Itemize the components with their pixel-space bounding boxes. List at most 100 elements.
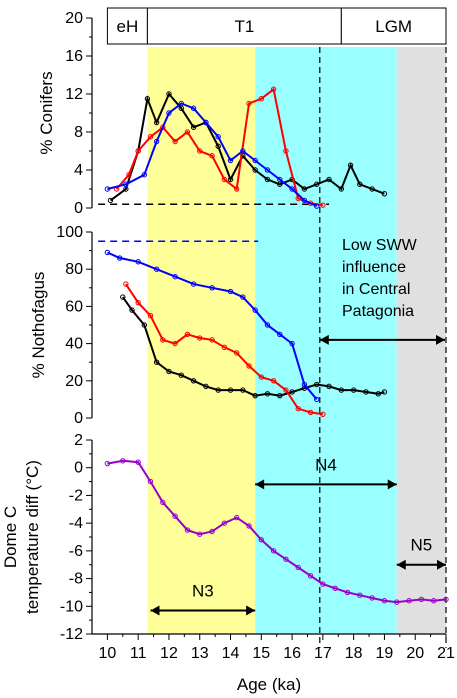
data-point bbox=[320, 202, 326, 208]
data-point bbox=[314, 181, 320, 187]
data-point bbox=[147, 313, 154, 319]
x-tick-label: 21 bbox=[437, 645, 455, 662]
y-tick-label: -10 bbox=[60, 598, 83, 615]
data-point bbox=[283, 148, 289, 154]
range-arrow-head bbox=[437, 559, 446, 570]
data-point bbox=[295, 195, 301, 202]
data-point bbox=[295, 564, 301, 571]
data-point bbox=[215, 143, 221, 149]
data-point bbox=[314, 381, 320, 388]
data-point bbox=[184, 527, 191, 533]
range-label: N3 bbox=[192, 581, 214, 600]
data-point bbox=[178, 372, 184, 378]
y-tick-label: 0 bbox=[74, 460, 83, 477]
interval-label: eH bbox=[117, 17, 139, 36]
data-point bbox=[289, 186, 295, 192]
data-point bbox=[258, 96, 265, 102]
series-line bbox=[106, 251, 318, 401]
data-point bbox=[350, 387, 357, 393]
data-point bbox=[338, 186, 345, 192]
data-point bbox=[147, 134, 154, 140]
annotation-text: Low SWW bbox=[342, 237, 418, 254]
sww-arrow-head bbox=[319, 334, 329, 345]
data-point bbox=[172, 340, 178, 347]
data-point bbox=[135, 148, 141, 154]
data-point bbox=[126, 172, 132, 178]
data-point bbox=[227, 157, 234, 164]
data-point bbox=[203, 383, 209, 390]
range-arrow-head bbox=[255, 479, 265, 490]
data-point bbox=[178, 100, 184, 107]
x-tick-label: 17 bbox=[314, 645, 332, 662]
data-point bbox=[363, 389, 369, 395]
data-point bbox=[215, 387, 221, 393]
y-tick-label: -8 bbox=[69, 571, 83, 588]
data-point bbox=[135, 459, 141, 465]
data-point bbox=[443, 596, 449, 603]
data-point bbox=[209, 528, 215, 535]
data-point bbox=[172, 513, 178, 519]
data-point bbox=[283, 387, 289, 393]
data-point bbox=[295, 406, 301, 412]
data-point bbox=[307, 573, 314, 579]
x-tick-label: 19 bbox=[376, 645, 394, 662]
data-point bbox=[369, 186, 375, 192]
data-point bbox=[277, 392, 283, 399]
x-axis-label: Age (ka) bbox=[237, 675, 301, 694]
data-point bbox=[184, 331, 191, 337]
data-point bbox=[240, 387, 246, 393]
y-tick-label: 40 bbox=[65, 336, 83, 353]
y-tick-label: 4 bbox=[74, 162, 83, 179]
data-point bbox=[283, 556, 289, 562]
x-tick-label: 18 bbox=[345, 645, 363, 662]
data-point bbox=[270, 86, 277, 92]
data-point bbox=[123, 281, 129, 287]
interval-label: LGM bbox=[375, 17, 412, 36]
annotation-text: in Central bbox=[342, 281, 410, 298]
series-line bbox=[107, 102, 318, 208]
data-point bbox=[233, 514, 240, 521]
y-tick-label: 0 bbox=[74, 410, 83, 427]
data-point bbox=[246, 363, 252, 369]
data-point bbox=[190, 105, 197, 111]
data-point bbox=[215, 134, 221, 140]
data-point bbox=[221, 520, 228, 526]
y-tick-label: 8 bbox=[74, 124, 83, 141]
data-point bbox=[172, 273, 178, 280]
data-point bbox=[209, 153, 215, 159]
data-point bbox=[246, 523, 252, 529]
y-axis-label: % Nothofagus bbox=[29, 272, 48, 379]
x-tick-label: 20 bbox=[406, 645, 424, 662]
data-point bbox=[104, 249, 111, 256]
x-tick-label: 16 bbox=[283, 645, 301, 662]
annotation-text: influence bbox=[342, 259, 406, 276]
data-point bbox=[252, 167, 258, 173]
y-tick-label: -4 bbox=[69, 515, 83, 532]
data-point bbox=[252, 157, 258, 164]
data-point bbox=[141, 322, 148, 328]
data-point bbox=[160, 499, 166, 506]
x-tick-label: 13 bbox=[191, 645, 209, 662]
data-point bbox=[135, 299, 141, 306]
y-tick-label: 100 bbox=[56, 224, 83, 241]
data-point bbox=[289, 389, 295, 395]
data-point bbox=[240, 294, 246, 300]
data-point bbox=[381, 191, 388, 197]
data-point bbox=[320, 411, 326, 417]
data-point bbox=[252, 392, 258, 399]
x-tick-label: 15 bbox=[252, 645, 270, 662]
data-point bbox=[197, 148, 203, 154]
data-point bbox=[375, 391, 381, 397]
data-point bbox=[258, 537, 265, 543]
data-point bbox=[246, 100, 252, 107]
data-point bbox=[160, 337, 166, 343]
y-axis-label: Dome C bbox=[1, 506, 20, 568]
data-point bbox=[135, 259, 141, 265]
y-tick-label: -6 bbox=[69, 543, 83, 560]
data-point bbox=[190, 378, 197, 384]
data-point bbox=[307, 409, 314, 416]
y-axis-label: temperature diff (°C) bbox=[23, 460, 42, 614]
data-point bbox=[197, 531, 203, 537]
series-line bbox=[121, 296, 385, 397]
data-point bbox=[332, 585, 338, 591]
